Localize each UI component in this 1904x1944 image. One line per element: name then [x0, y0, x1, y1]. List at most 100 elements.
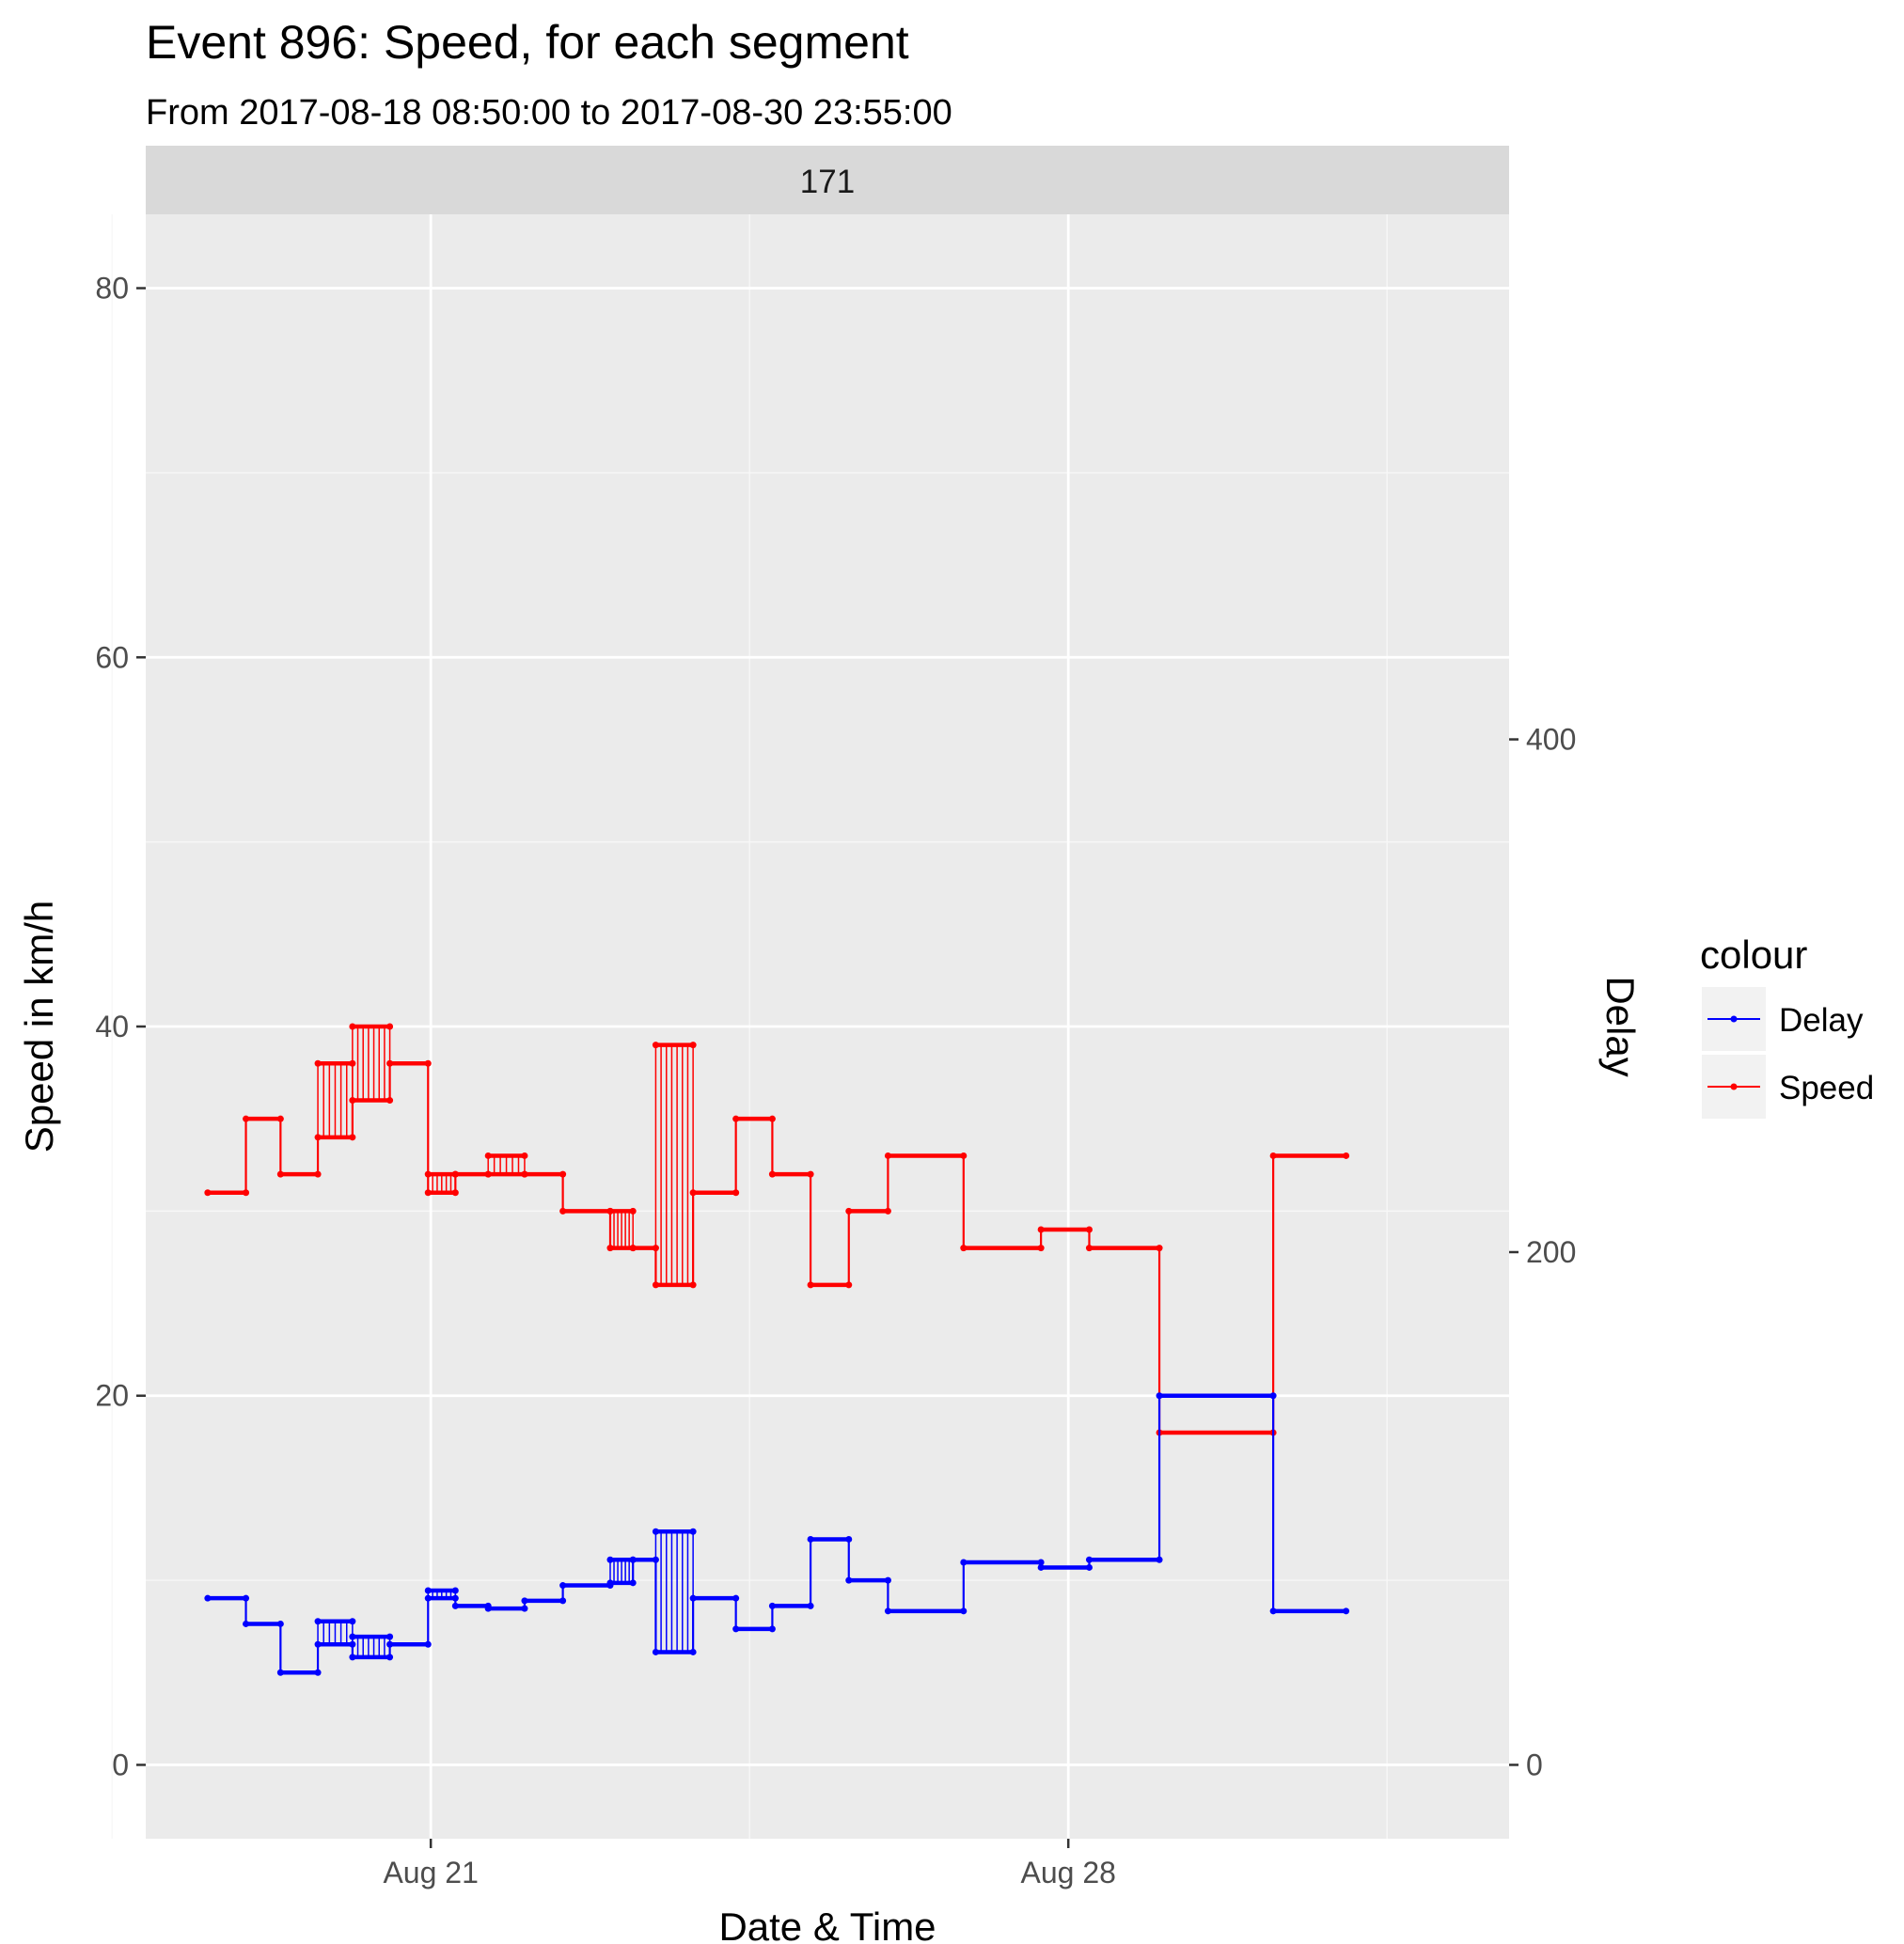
speed-point — [807, 1281, 814, 1289]
speed-segment — [204, 1189, 250, 1197]
speed-segment — [1269, 1152, 1350, 1159]
delay-point — [845, 1576, 853, 1584]
speed-segment — [521, 1170, 567, 1178]
y-tick-label: 60 — [95, 640, 129, 674]
speed-point — [884, 1152, 891, 1159]
delay-point — [386, 1640, 394, 1648]
legend-key-delay-point — [1730, 1015, 1738, 1023]
delay-segment — [314, 1618, 356, 1648]
delay-point — [243, 1620, 250, 1627]
delay-point — [606, 1579, 614, 1587]
speed-point — [243, 1115, 250, 1122]
delay-point — [349, 1633, 356, 1640]
speed-point — [629, 1245, 637, 1252]
y-axis-right: 0 200 400 — [1509, 723, 1576, 1781]
speed-point — [314, 1059, 322, 1067]
speed-point — [314, 1134, 322, 1141]
delay-point — [807, 1535, 814, 1543]
speed-point — [386, 1023, 394, 1030]
speed-point — [1269, 1152, 1277, 1159]
delay-point — [606, 1556, 614, 1563]
speed-point — [349, 1023, 356, 1030]
speed-point — [424, 1189, 432, 1197]
y2-tick-label: 400 — [1526, 723, 1576, 757]
delay-point — [768, 1602, 776, 1609]
delay-segment — [606, 1556, 637, 1587]
y-tick-label: 80 — [95, 272, 129, 306]
delay-point — [1156, 1392, 1163, 1400]
facet-strip-label: 171 — [800, 164, 855, 200]
y2-axis-title: Delay — [1598, 976, 1643, 1076]
x-axis-title: Date & Time — [718, 1905, 936, 1944]
delay-point — [349, 1654, 356, 1661]
delay-point — [652, 1528, 659, 1535]
delay-point — [884, 1607, 891, 1615]
delay-point — [521, 1597, 528, 1605]
speed-point — [960, 1245, 968, 1252]
speed-point — [521, 1170, 528, 1178]
legend-label-delay: Delay — [1779, 1002, 1864, 1039]
x-tick-label: Aug 28 — [1020, 1856, 1115, 1889]
legend-title: colour — [1700, 933, 1807, 977]
minor-gridlines — [111, 214, 1509, 1839]
speed-segment — [652, 1042, 697, 1289]
speed-point — [652, 1281, 659, 1289]
speed-point — [424, 1170, 432, 1178]
y-tick-label: 40 — [95, 1010, 129, 1043]
delay-point — [349, 1618, 356, 1625]
speed-point — [732, 1115, 740, 1122]
speed-point — [606, 1207, 614, 1215]
speed-point — [276, 1170, 284, 1178]
chart-title: Event 896: Speed, for each segment — [146, 16, 909, 69]
speed-point — [484, 1170, 492, 1178]
delay-point — [484, 1605, 492, 1612]
speed-point — [1085, 1245, 1093, 1252]
delay-segment — [652, 1528, 697, 1655]
delay-point — [559, 1582, 567, 1590]
delay-point — [276, 1669, 284, 1676]
delay-point — [1085, 1556, 1093, 1563]
delay-point — [204, 1594, 212, 1602]
delay-segment — [484, 1605, 528, 1612]
y2-tick-label: 200 — [1526, 1235, 1576, 1269]
speed-point — [629, 1207, 637, 1215]
delay-point — [732, 1625, 740, 1633]
speed-segment — [1085, 1245, 1163, 1252]
y-axis-title: Speed in km/h — [17, 901, 61, 1153]
x-axis: Aug 21 Aug 28 — [383, 1839, 1116, 1889]
delay-point — [424, 1594, 432, 1602]
delay-point — [314, 1640, 322, 1648]
chart-subtitle: From 2017-08-18 08:50:00 to 2017-08-30 2… — [146, 93, 952, 133]
speed-point — [1343, 1152, 1350, 1159]
delay-point — [1269, 1607, 1277, 1615]
delay-point — [451, 1602, 459, 1609]
legend-label-speed: Speed — [1779, 1070, 1874, 1106]
series-delay — [204, 1392, 1350, 1676]
legend-key-speed-point — [1730, 1083, 1738, 1090]
delay-point — [314, 1618, 322, 1625]
delay-point — [689, 1594, 697, 1602]
delay-point — [960, 1559, 968, 1566]
speed-point — [484, 1152, 492, 1159]
x-tick-label: Aug 21 — [383, 1856, 478, 1889]
speed-segment — [629, 1245, 659, 1252]
y2-tick-label: 0 — [1526, 1748, 1543, 1781]
delay-segment — [960, 1559, 1045, 1566]
delay-segment — [243, 1620, 284, 1627]
delay-point — [386, 1633, 394, 1640]
speed-point — [386, 1059, 394, 1067]
delay-point — [1037, 1563, 1045, 1571]
speed-segment — [807, 1281, 853, 1289]
speed-segment — [845, 1207, 891, 1215]
delay-segment — [1037, 1563, 1093, 1571]
speed-point — [768, 1170, 776, 1178]
facet-strip — [146, 146, 1509, 214]
series-layer — [204, 1023, 1350, 1676]
speed-point — [521, 1152, 528, 1159]
speed-point — [845, 1207, 853, 1215]
legend: colour Delay Speed — [1700, 933, 1874, 1119]
speed-point — [349, 1097, 356, 1105]
y-tick-label: 20 — [95, 1379, 129, 1413]
speed-point — [606, 1245, 614, 1252]
